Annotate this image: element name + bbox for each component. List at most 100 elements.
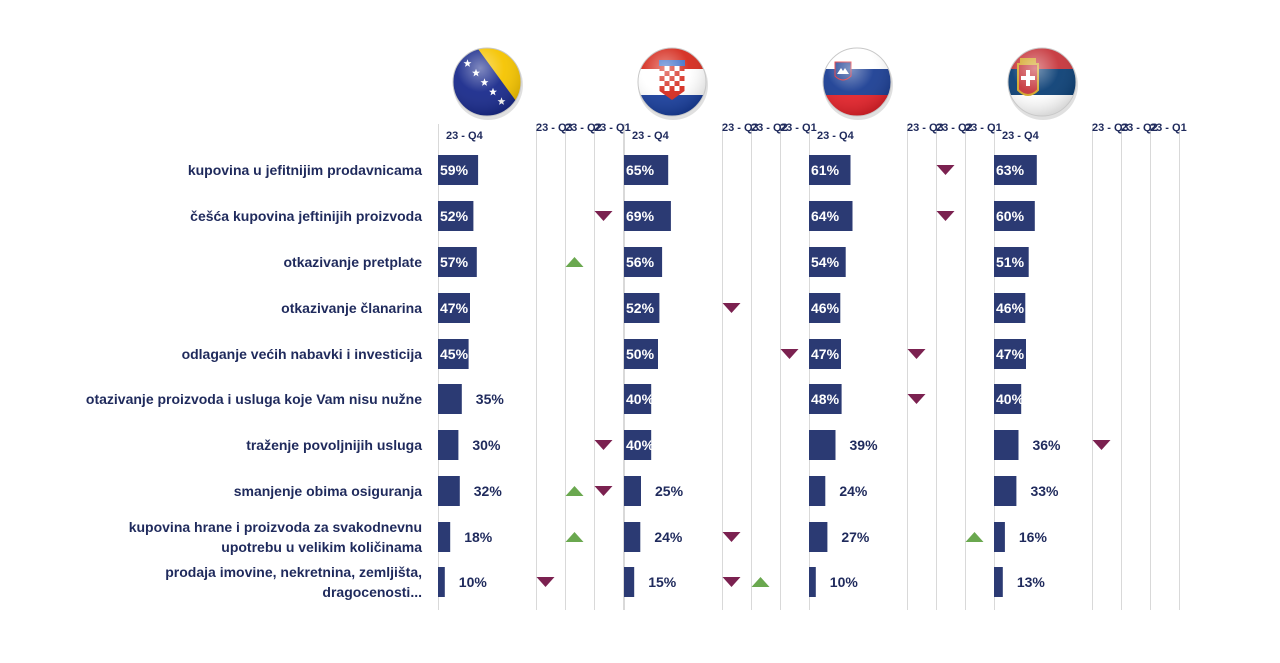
category-label-line: traženje povoljnijih usluga: [246, 437, 422, 453]
bar: [809, 339, 841, 369]
comparison-header: 23 - Q1: [1150, 122, 1187, 134]
data-label: 16%: [1019, 529, 1048, 545]
bar: [438, 155, 479, 185]
category-label: odlaganje većih nabavki i investicija: [182, 346, 423, 362]
bar: [994, 430, 1019, 460]
comparison-header: 23 - Q3: [722, 122, 759, 134]
comparison-header: 23 - Q2: [565, 122, 602, 134]
category-label-line: prodaja imovine, nekretnina, zemljišta,: [165, 564, 422, 580]
category-label: otkazivanje članarina: [281, 300, 422, 316]
data-label: 10%: [459, 574, 488, 590]
data-label: 40%: [626, 437, 655, 453]
data-label: 32%: [474, 483, 503, 499]
data-label: 39%: [850, 437, 879, 453]
bar: [994, 247, 1029, 277]
croatia-flag: [637, 47, 708, 120]
bar: [438, 567, 445, 597]
bar: [624, 384, 652, 414]
data-label: 45%: [440, 346, 469, 362]
arrow-down-icon: [1092, 440, 1111, 450]
bar: [624, 155, 669, 185]
category-label-line: upotrebu u velikim količinama: [221, 539, 422, 555]
data-label: 50%: [626, 346, 655, 362]
data-label: 64%: [811, 208, 840, 224]
data-label: 47%: [811, 346, 840, 362]
category-label: otkazivanje pretplate: [284, 254, 423, 270]
bar: [994, 384, 1022, 414]
bar: [624, 339, 658, 369]
bar: [809, 384, 842, 414]
bar: [994, 567, 1003, 597]
arrow-down-icon: [936, 211, 955, 221]
bar: [624, 522, 641, 552]
category-label-line: kupovina u jefitnijim prodavnicama: [188, 162, 422, 178]
arrow-down-icon: [907, 394, 926, 404]
data-label: 47%: [440, 300, 469, 316]
category-label: kupovina hrane i proizvoda za svakodnevn…: [129, 519, 423, 555]
category-label: češća kupovina jeftinijih proizvoda: [190, 208, 422, 224]
data-label: 69%: [626, 208, 655, 224]
bosnia-herzegovina-flag: [452, 47, 523, 120]
comparison-header: 23 - Q2: [936, 122, 973, 134]
data-label: 63%: [996, 162, 1025, 178]
data-label: 36%: [1032, 437, 1061, 453]
data-label: 59%: [440, 162, 469, 178]
bar: [809, 522, 828, 552]
data-label: 46%: [811, 300, 840, 316]
data-label: 24%: [654, 529, 683, 545]
bar: [438, 522, 451, 552]
bar: [624, 293, 660, 323]
data-label: 13%: [1017, 574, 1046, 590]
bar: [624, 567, 635, 597]
data-label: 61%: [811, 162, 840, 178]
bar: [994, 476, 1017, 506]
comparison-header: 23 - Q2: [1121, 122, 1158, 134]
data-label: 27%: [841, 529, 870, 545]
bar: [438, 384, 462, 414]
category-label-line: odlaganje većih nabavki i investicija: [182, 346, 423, 362]
category-label-line: smanjenje obima osiguranja: [234, 483, 422, 499]
arrow-up-icon: [565, 532, 584, 542]
arrow-down-icon: [594, 440, 613, 450]
data-label: 52%: [440, 208, 469, 224]
data-label: 15%: [648, 574, 677, 590]
column-header: 23 - Q4: [1002, 130, 1040, 142]
data-label: 52%: [626, 300, 655, 316]
comparison-header: 23 - Q3: [907, 122, 944, 134]
bar: [809, 430, 836, 460]
bar: [438, 476, 460, 506]
bar: [438, 293, 470, 323]
comparison-header: 23 - Q1: [780, 122, 817, 134]
bar: [994, 522, 1005, 552]
data-label: 54%: [811, 254, 840, 270]
arrow-down-icon: [594, 211, 613, 221]
bar: [994, 201, 1035, 231]
column-header: 23 - Q4: [817, 130, 855, 142]
data-label: 46%: [996, 300, 1025, 316]
bar: [438, 430, 459, 460]
column-header: 23 - Q4: [446, 130, 484, 142]
bar: [438, 339, 469, 369]
category-label-line: kupovina hrane i proizvoda za svakodnevn…: [129, 519, 422, 535]
comparison-header: 23 - Q1: [594, 122, 631, 134]
data-label: 40%: [626, 391, 655, 407]
bar: [438, 247, 477, 277]
category-label-line: otkazivanje članarina: [281, 300, 422, 316]
data-label: 10%: [830, 574, 859, 590]
arrow-down-icon: [907, 349, 926, 359]
arrow-up-icon: [751, 577, 770, 587]
arrow-down-icon: [936, 165, 955, 175]
arrow-down-icon: [780, 349, 799, 359]
data-label: 18%: [464, 529, 493, 545]
data-label: 40%: [996, 391, 1025, 407]
data-label: 33%: [1030, 483, 1059, 499]
serbia-flag: [1007, 47, 1078, 120]
category-label: smanjenje obima osiguranja: [234, 483, 422, 499]
arrow-down-icon: [722, 532, 741, 542]
data-label: 30%: [472, 437, 501, 453]
bar: [809, 293, 841, 323]
category-label: otazivanje proizvoda i usluga koje Vam n…: [86, 391, 422, 407]
category-label: traženje povoljnijih usluga: [246, 437, 422, 453]
